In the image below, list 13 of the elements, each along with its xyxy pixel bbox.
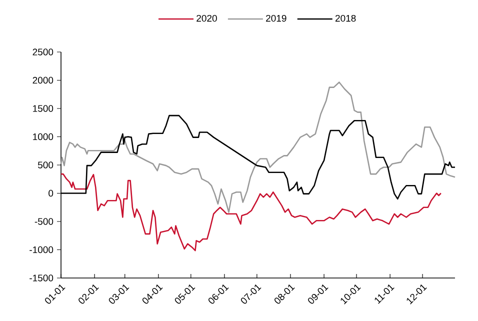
y-tick-label: 1500 (33, 105, 54, 112)
legend-label: 2019 (266, 14, 286, 22)
legend-label: 2018 (335, 14, 356, 22)
y-tick-label: 1000 (33, 133, 54, 140)
y-tick-label: 500 (38, 162, 54, 168)
y-tick-label: 2500 (32, 48, 54, 56)
y-tick-label: -1000 (30, 246, 54, 254)
y-tick-label: 0 (48, 190, 54, 197)
line-series (60, 82, 456, 213)
y-tick-label: -500 (34, 218, 54, 225)
legend-label: 2020 (196, 14, 217, 22)
y-tick-label: -1500 (30, 274, 54, 282)
y-tick-label: 2000 (32, 76, 54, 84)
